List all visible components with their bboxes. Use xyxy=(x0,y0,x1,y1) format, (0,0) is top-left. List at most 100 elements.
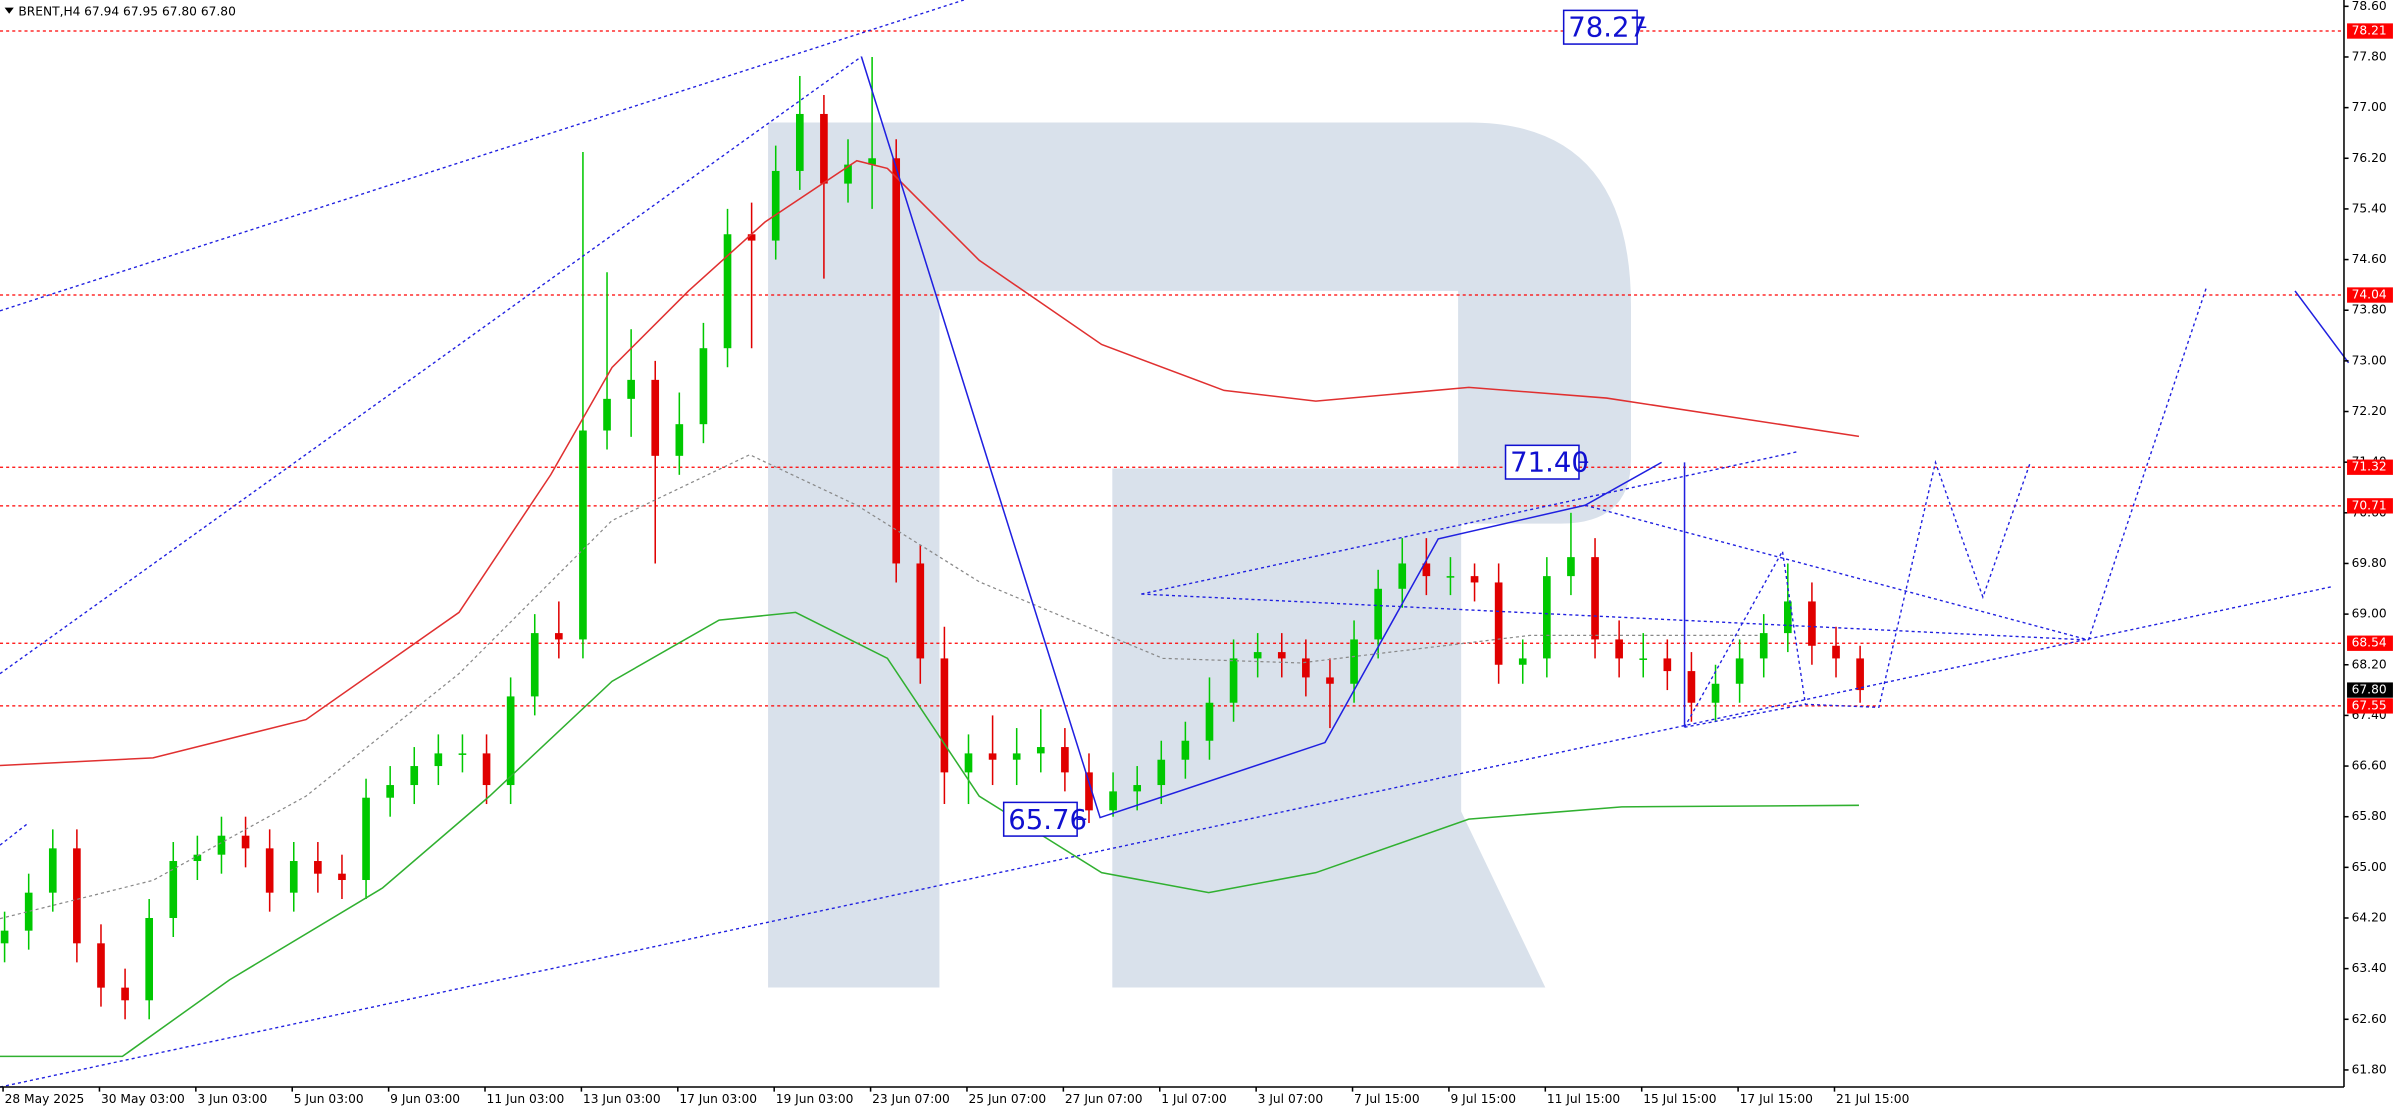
candle-body xyxy=(747,234,756,241)
x-tick-label: 9 Jun 03:00 xyxy=(390,1092,460,1106)
candle-body xyxy=(217,835,226,855)
x-tick-label: 3 Jun 03:00 xyxy=(197,1092,267,1106)
candle-body xyxy=(1133,785,1142,792)
x-tick-label: 13 Jun 03:00 xyxy=(583,1092,661,1106)
candle-body xyxy=(314,861,322,874)
candle-body xyxy=(410,766,419,786)
candle-body xyxy=(723,234,732,349)
candle-body xyxy=(1446,576,1455,578)
level-label: 68.54 xyxy=(2352,636,2387,650)
y-tick-label: 74.60 xyxy=(2352,252,2387,266)
candle-body xyxy=(1181,740,1190,760)
candle-body xyxy=(1229,658,1238,703)
ohlc-header: 67.94 67.95 67.80 67.80 xyxy=(84,5,236,19)
candle-body xyxy=(579,430,587,640)
level-tag xyxy=(2347,698,2393,714)
x-tick-label: 27 Jun 07:00 xyxy=(1065,1092,1143,1106)
candle-body xyxy=(1109,791,1117,811)
candle-body xyxy=(265,848,274,893)
candle-body xyxy=(1735,658,1744,684)
x-tick-label: 15 Jul 15:00 xyxy=(1643,1092,1716,1106)
candle-body xyxy=(1205,702,1214,741)
x-tick-label: 21 Jul 15:00 xyxy=(1836,1092,1909,1106)
menu-arrow[interactable] xyxy=(4,7,14,14)
candle-body xyxy=(24,892,33,931)
candle-body xyxy=(1012,753,1021,760)
candle-body xyxy=(1157,759,1166,786)
x-tick-label: 17 Jun 03:00 xyxy=(679,1092,757,1106)
candle-body xyxy=(1518,658,1527,665)
candle-body xyxy=(0,930,9,944)
y-tick-label: 73.00 xyxy=(2352,353,2387,367)
candle-body xyxy=(1543,576,1551,659)
x-tick-label: 11 Jul 15:00 xyxy=(1547,1092,1620,1106)
ma-green xyxy=(0,611,1859,1058)
y-tick-label: 62.60 xyxy=(2352,1012,2387,1026)
candle-body xyxy=(892,158,901,564)
candle-body xyxy=(193,854,202,862)
plot-area xyxy=(0,30,2344,1020)
wave-path xyxy=(860,56,1662,819)
level-tag xyxy=(2347,635,2393,651)
candle-body xyxy=(868,158,876,165)
level-label: 67.55 xyxy=(2352,698,2387,712)
candle-body xyxy=(940,658,949,773)
candle-body xyxy=(169,861,178,918)
x-tick-label: 19 Jun 03:00 xyxy=(776,1092,854,1106)
y-tick-label: 65.00 xyxy=(2352,860,2387,874)
candle-body xyxy=(844,164,852,184)
x-tick-label: 9 Jul 15:00 xyxy=(1450,1092,1516,1106)
candle-body xyxy=(1567,557,1575,577)
last-price-label: 67.80 xyxy=(2352,683,2387,697)
candle-body xyxy=(964,753,973,773)
candle-body xyxy=(362,797,370,881)
indicators xyxy=(0,0,2350,1088)
candle-body xyxy=(1639,658,1648,660)
candle-body xyxy=(434,753,443,767)
x-tick-label: 28 May 2025 xyxy=(5,1092,85,1106)
x-tick-label: 11 Jun 03:00 xyxy=(487,1092,565,1106)
candle-body xyxy=(145,917,154,1001)
candle-body xyxy=(988,753,997,760)
level-label: 71.32 xyxy=(2352,460,2387,474)
level-label: 70.71 xyxy=(2352,498,2387,512)
candle-body xyxy=(1687,671,1696,703)
y-tick-label: 66.60 xyxy=(2352,759,2387,773)
candle-body xyxy=(1470,576,1479,583)
x-tick-label: 3 Jul 07:00 xyxy=(1258,1092,1324,1106)
candle-body xyxy=(627,379,635,399)
x-tick-label: 5 Jun 03:00 xyxy=(294,1092,364,1106)
annotation-box xyxy=(1002,801,1078,837)
watermark xyxy=(768,122,1631,988)
forecast-tail xyxy=(2294,290,2350,364)
candle-body xyxy=(1832,645,1840,659)
y-tick-label: 65.80 xyxy=(2352,809,2387,823)
candle-body xyxy=(1302,658,1310,678)
y-tick-label: 78.60 xyxy=(2352,0,2387,13)
annotation-box xyxy=(1504,444,1580,480)
symbol: BRENT,H4 xyxy=(18,5,80,19)
ma-red xyxy=(0,159,1860,767)
x-tick-label: 17 Jul 15:00 xyxy=(1740,1092,1813,1106)
candle-body xyxy=(1783,601,1792,634)
candle-body xyxy=(530,633,539,697)
candle-body xyxy=(1759,633,1768,659)
candle-body xyxy=(1085,772,1093,811)
x-tick-label: 23 Jun 07:00 xyxy=(872,1092,950,1106)
candle-body xyxy=(386,785,394,798)
x-tick-label: 7 Jul 15:00 xyxy=(1354,1092,1420,1106)
candle-body xyxy=(1253,652,1262,659)
candle-body xyxy=(506,696,515,786)
candle-body xyxy=(675,424,684,456)
candle-body xyxy=(458,753,467,755)
ma-gray xyxy=(0,454,1760,920)
annotation-box xyxy=(1562,9,1638,45)
candle-body xyxy=(1277,652,1286,659)
trend-lines xyxy=(0,0,2334,1088)
candle-body xyxy=(289,861,298,893)
candle-body xyxy=(1494,582,1503,665)
candle-body xyxy=(338,873,346,881)
